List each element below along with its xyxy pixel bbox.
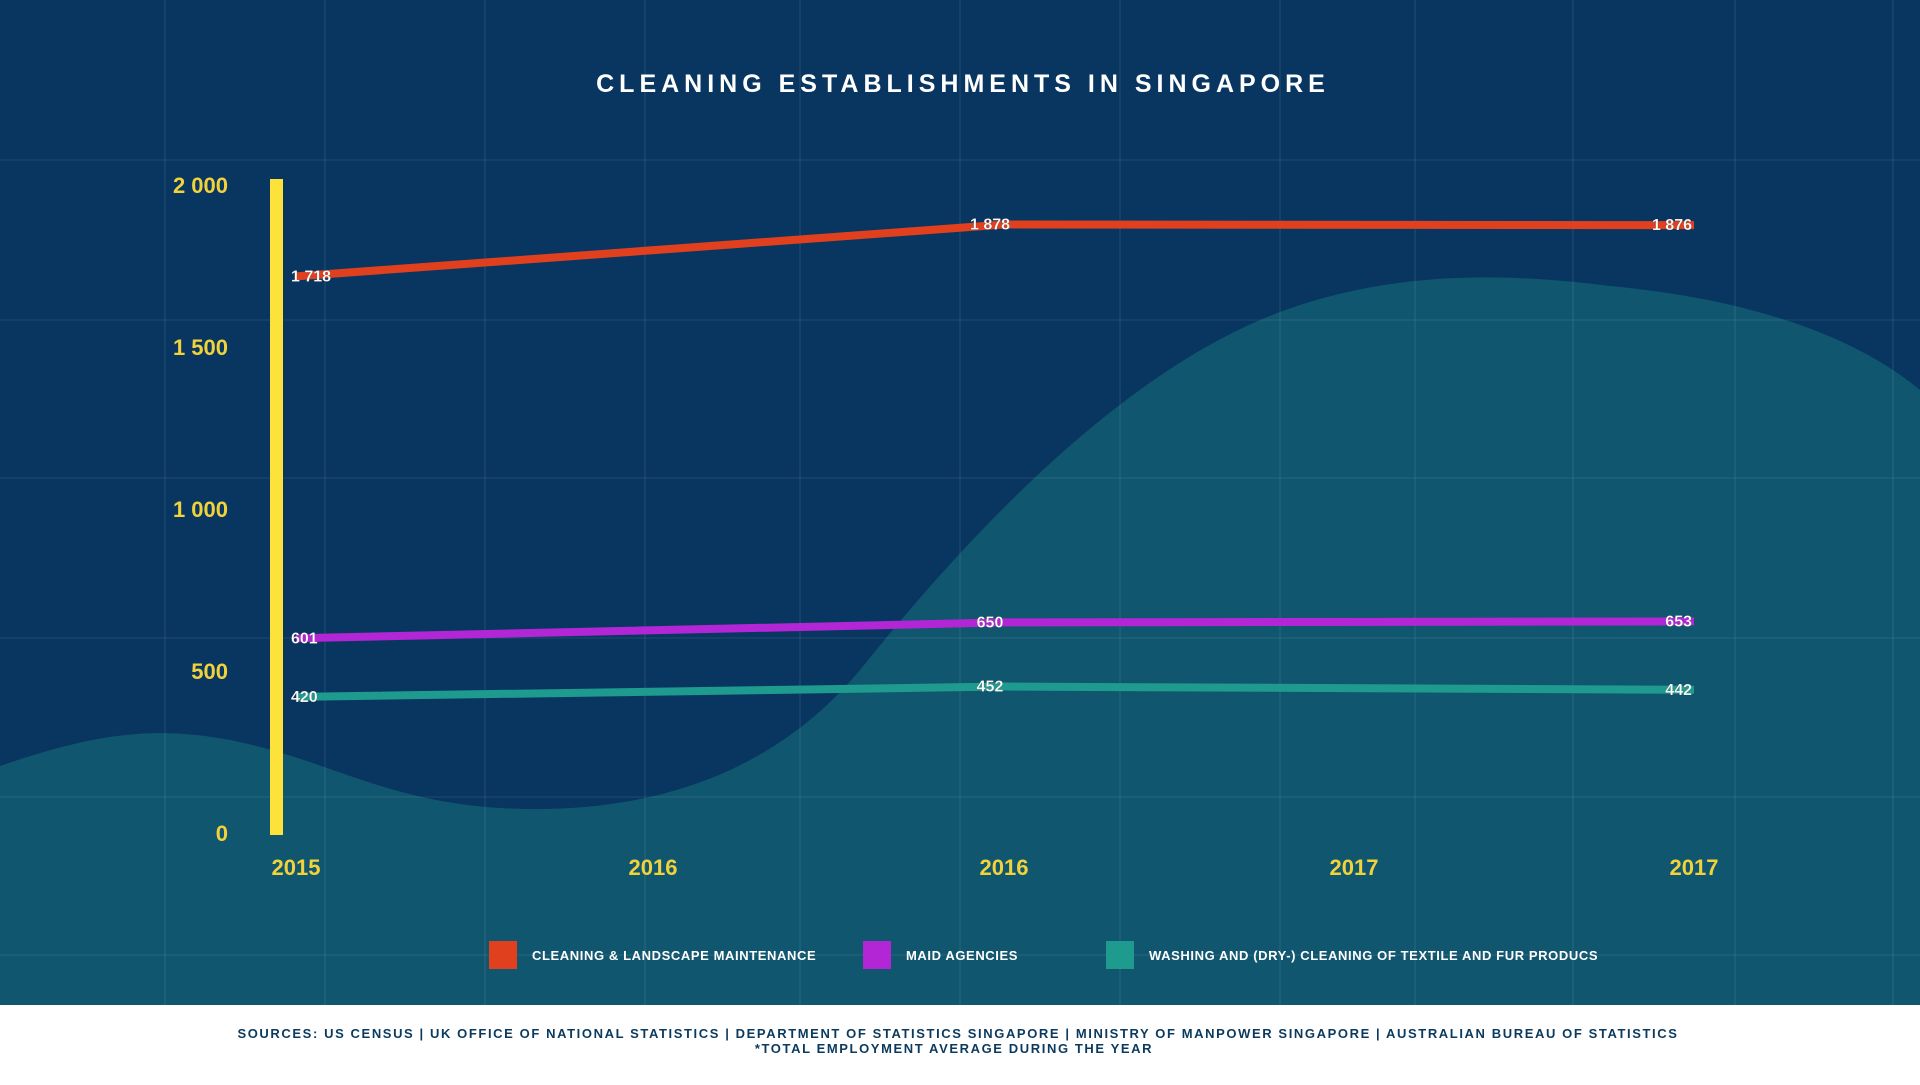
data-label: 650 — [977, 614, 1004, 631]
y-tick-label: 0 — [216, 821, 228, 846]
y-tick-label: 500 — [191, 659, 228, 684]
footer-sources: SOURCES: US CENSUS | UK OFFICE OF NATION… — [237, 1026, 1678, 1041]
data-label: 1 718 — [291, 268, 331, 285]
series-line — [295, 220, 1695, 281]
legend-label: WASHING AND (DRY-) CLEANING OF TEXTILE A… — [1149, 948, 1598, 963]
legend-swatch — [863, 941, 891, 969]
data-labels: 1 718 1 878 1 876 601 650 653 420 452 442 — [291, 216, 1693, 706]
series-line — [295, 617, 1695, 643]
legend: CLEANING & LANDSCAPE MAINTENANCE MAID AGE… — [489, 941, 1598, 969]
y-tick-label: 1 500 — [173, 335, 228, 360]
series-lines — [295, 220, 1695, 701]
chart-title: CLEANING ESTABLISHMENTS IN SINGAPORE — [596, 70, 1330, 98]
data-label: 653 — [1665, 613, 1692, 630]
data-label: 452 — [977, 679, 1004, 696]
x-tick-label: 2017 — [1670, 855, 1719, 880]
data-label: 601 — [291, 630, 318, 647]
x-axis-ticks: 2015 2016 2016 2017 2017 — [272, 855, 1719, 880]
decorative-wave — [0, 277, 1920, 1005]
y-tick-label: 1 000 — [173, 497, 228, 522]
legend-label: CLEANING & LANDSCAPE MAINTENANCE — [532, 948, 816, 963]
x-tick-label: 2016 — [980, 855, 1029, 880]
x-tick-label: 2016 — [629, 855, 678, 880]
legend-label: MAID AGENCIES — [906, 948, 1018, 963]
y-axis-line — [270, 179, 283, 835]
footer-panel — [0, 1005, 1920, 1080]
data-label: 420 — [291, 689, 318, 706]
legend-swatch — [489, 941, 517, 969]
data-label: 1 878 — [970, 217, 1010, 234]
legend-swatch — [1106, 941, 1134, 969]
x-tick-label: 2015 — [272, 855, 321, 880]
x-tick-label: 2017 — [1330, 855, 1379, 880]
data-label: 442 — [1665, 682, 1692, 699]
footer-note: *TOTAL EMPLOYMENT AVERAGE DURING THE YEA… — [755, 1041, 1153, 1056]
y-tick-label: 2 000 — [173, 173, 228, 198]
y-axis-ticks: 0 500 1 000 1 500 2 000 — [173, 173, 228, 846]
data-label: 1 876 — [1652, 217, 1692, 234]
series-line — [295, 682, 1695, 701]
